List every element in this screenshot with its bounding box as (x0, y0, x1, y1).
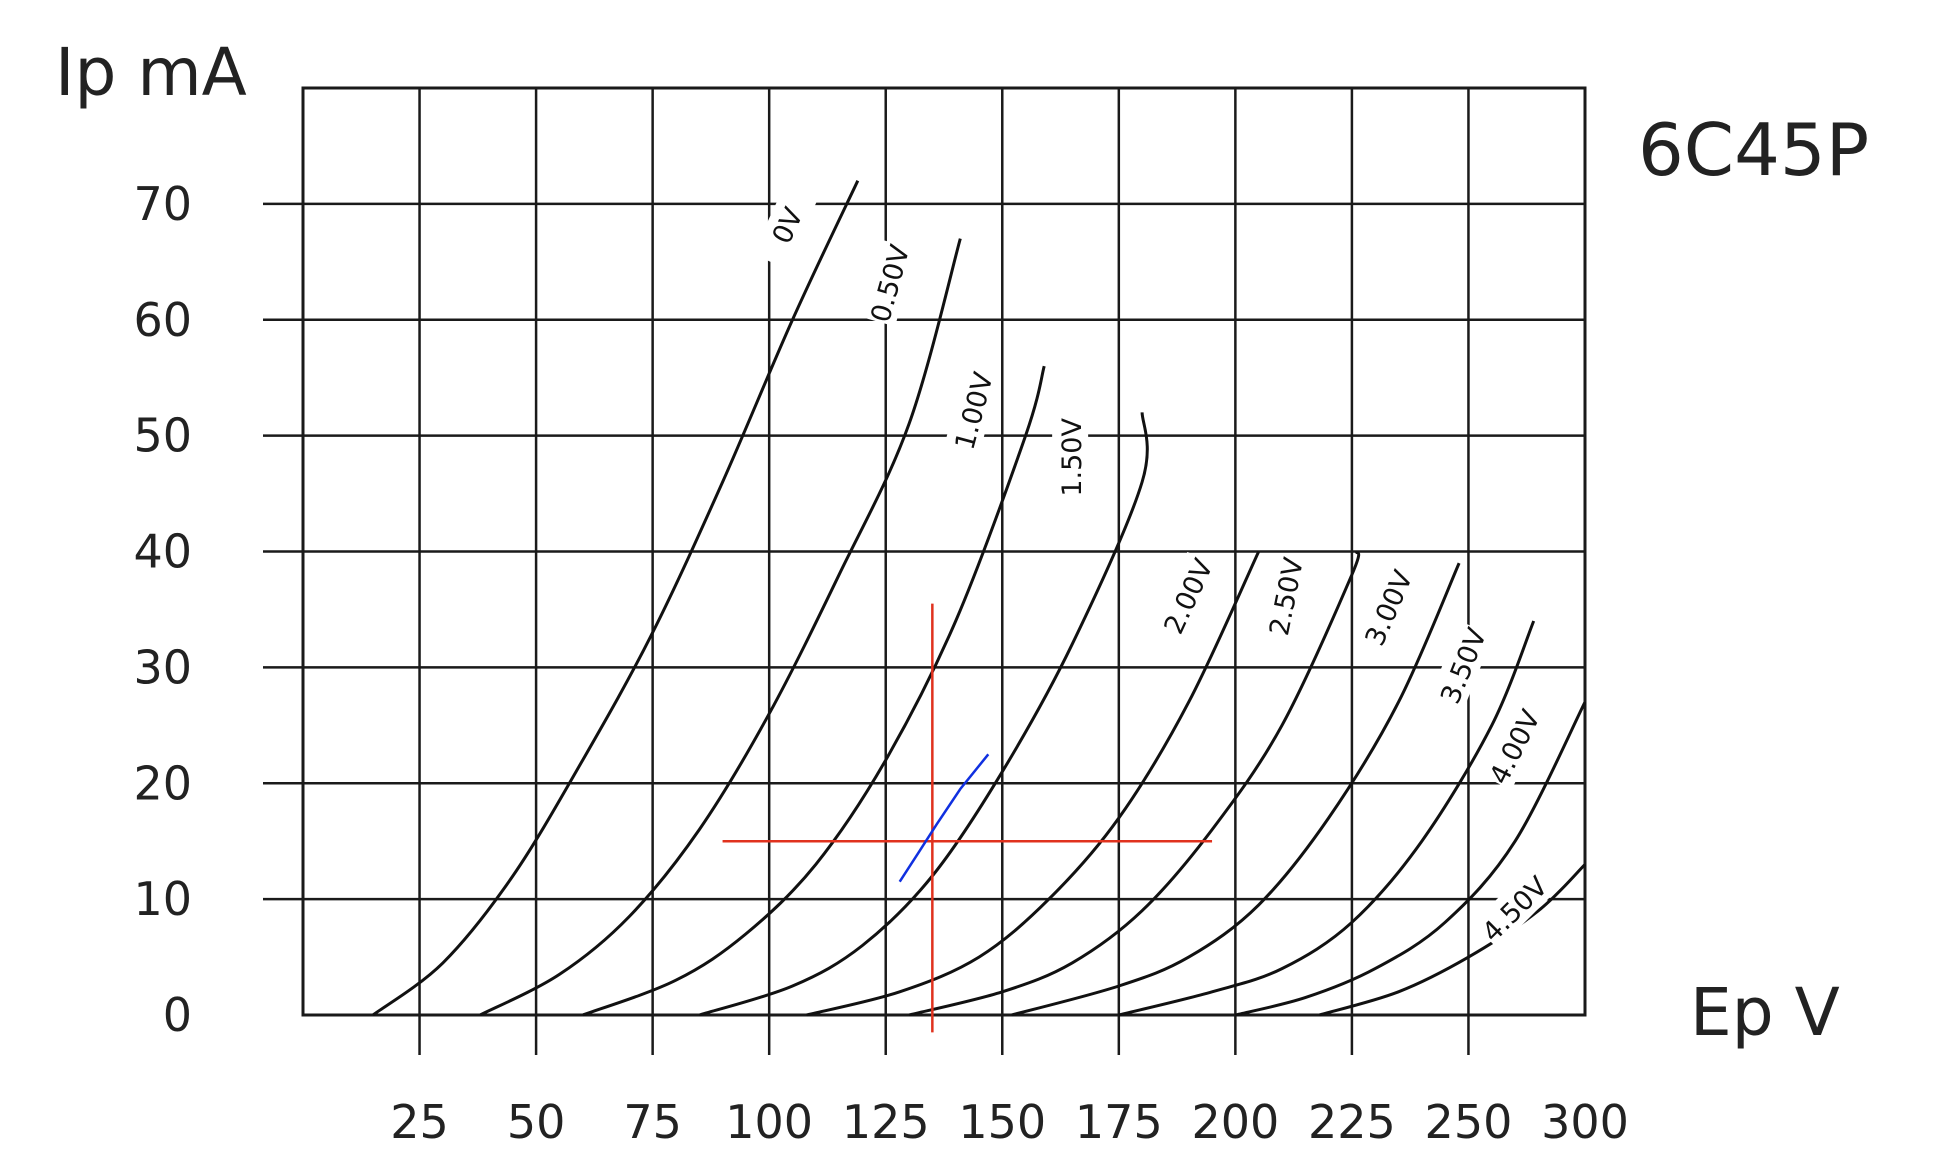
curve-line (1011, 562, 1461, 1017)
y-tick-label: 10 (133, 872, 192, 926)
curve-label-bg (860, 239, 917, 327)
curve-label-bg (752, 181, 820, 269)
y-tick-label: 60 (133, 293, 192, 347)
y-tick-label: 30 (133, 640, 192, 694)
x-tick-label: 300 (1541, 1095, 1629, 1149)
curve-label-bg (1153, 551, 1221, 640)
curve-line (582, 365, 1046, 1017)
curve-line (698, 412, 1149, 1017)
grid (263, 86, 1587, 1055)
y-tick-label: 70 (133, 177, 192, 231)
curve-label-bg (1472, 866, 1555, 949)
x-tick-label: 225 (1308, 1095, 1396, 1149)
y-axis-title: Ip mA (55, 34, 247, 111)
x-axis-title: Ep V (1690, 974, 1840, 1051)
x-tick-label: 50 (507, 1095, 566, 1149)
x-tick-label: 100 (725, 1095, 813, 1149)
curve-label: 1.50V (1057, 418, 1088, 497)
curve-line (806, 550, 1261, 1017)
chart-title: 6C45P (1638, 108, 1869, 192)
curve-label-bg (1430, 621, 1494, 710)
curve-line (1235, 701, 1587, 1017)
curve-label-bg (944, 367, 1001, 454)
x-tick-label: 250 (1425, 1095, 1513, 1149)
curve-line (372, 180, 860, 1017)
curve-label-bg (1354, 563, 1420, 652)
curve-line (908, 550, 1361, 1017)
curve-line (1118, 620, 1536, 1017)
x-tick-label: 200 (1191, 1095, 1279, 1149)
tangent-line (898, 753, 990, 883)
curve-label-bg (1479, 702, 1548, 791)
y-tick-label: 40 (133, 525, 192, 579)
annotations (722, 603, 1213, 1033)
curves (372, 180, 1587, 1017)
y-tick-label: 0 (163, 988, 192, 1042)
curve-label-bg (1259, 553, 1311, 639)
x-tick-label: 175 (1075, 1095, 1163, 1149)
curve-label-bg (1052, 417, 1089, 498)
y-tick-label: 50 (133, 409, 192, 463)
x-tick-label: 75 (623, 1095, 682, 1149)
curve-line (479, 238, 962, 1017)
y-tick-label: 20 (133, 756, 192, 810)
x-tick-label: 125 (842, 1095, 930, 1149)
x-tick-label: 150 (958, 1095, 1046, 1149)
curve-line (1318, 863, 1587, 1017)
x-tick-label: 25 (390, 1095, 449, 1149)
